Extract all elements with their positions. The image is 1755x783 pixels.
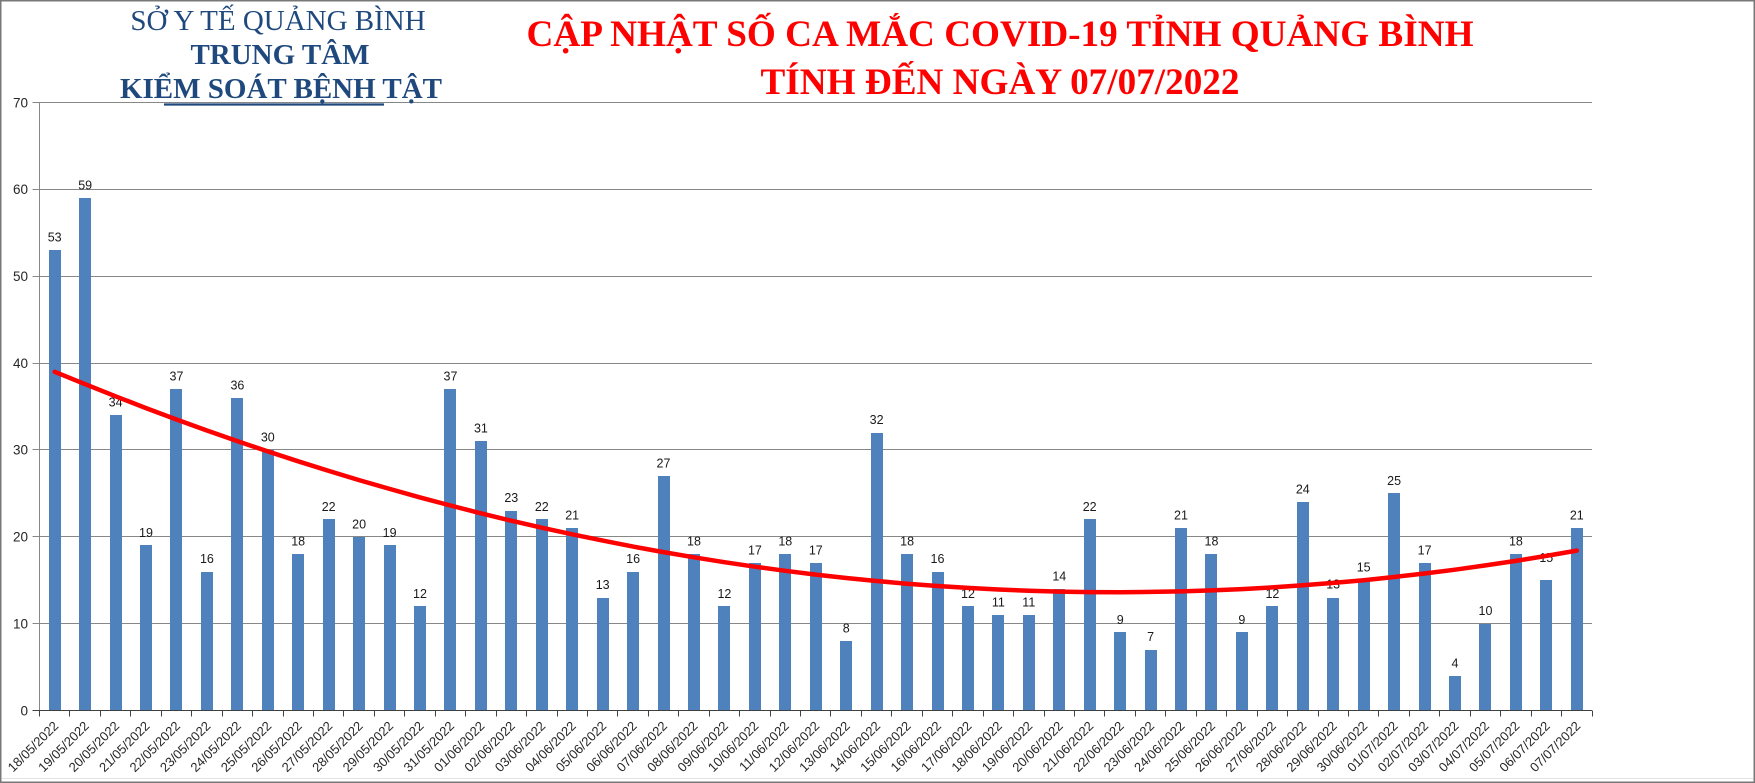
svg-text:16: 16 [931, 552, 945, 566]
svg-text:18: 18 [291, 535, 305, 549]
svg-text:8: 8 [843, 622, 850, 636]
svg-text:24: 24 [1296, 483, 1310, 497]
svg-text:4: 4 [1452, 656, 1459, 670]
svg-text:12: 12 [717, 587, 731, 601]
svg-text:18: 18 [778, 535, 792, 549]
svg-text:37: 37 [170, 370, 184, 384]
svg-text:53: 53 [48, 231, 62, 245]
svg-text:22: 22 [1083, 500, 1097, 514]
svg-text:16: 16 [200, 552, 214, 566]
svg-text:23: 23 [504, 491, 518, 505]
svg-text:60: 60 [13, 182, 28, 197]
svg-text:59: 59 [78, 179, 92, 193]
svg-text:50: 50 [13, 269, 28, 284]
svg-text:CẬP NHẬT SỐ CA MẮC COVID-19 TỈ: CẬP NHẬT SỐ CA MẮC COVID-19 TỈNH QUẢNG B… [527, 11, 1474, 55]
svg-text:30: 30 [13, 443, 28, 458]
svg-text:19: 19 [139, 526, 153, 540]
svg-text:20: 20 [13, 530, 28, 545]
svg-text:17: 17 [748, 543, 762, 557]
svg-text:TRUNG TÂM: TRUNG TÂM [190, 38, 369, 71]
svg-text:10: 10 [13, 616, 28, 631]
svg-text:30: 30 [261, 430, 275, 444]
svg-text:17: 17 [809, 543, 823, 557]
svg-text:11: 11 [992, 596, 1005, 610]
svg-text:22: 22 [322, 500, 336, 514]
svg-text:18: 18 [1205, 535, 1219, 549]
svg-text:9: 9 [1117, 613, 1124, 627]
svg-text:40: 40 [13, 356, 28, 371]
svg-text:18: 18 [687, 535, 701, 549]
svg-text:13: 13 [596, 578, 610, 592]
svg-text:31: 31 [474, 422, 488, 436]
svg-text:21: 21 [1174, 509, 1188, 523]
svg-text:27: 27 [657, 457, 671, 471]
svg-text:21: 21 [565, 509, 579, 523]
svg-text:21: 21 [1570, 509, 1584, 523]
svg-text:22: 22 [535, 500, 549, 514]
svg-text:37: 37 [444, 370, 458, 384]
svg-text:12: 12 [413, 587, 427, 601]
svg-text:9: 9 [1238, 613, 1245, 627]
svg-text:16: 16 [626, 552, 640, 566]
svg-text:7: 7 [1147, 630, 1154, 644]
svg-text:20: 20 [352, 517, 366, 531]
svg-text:11: 11 [1022, 596, 1035, 610]
svg-text:12: 12 [1265, 587, 1279, 601]
svg-text:70: 70 [13, 95, 28, 110]
svg-text:0: 0 [20, 703, 28, 718]
svg-text:25: 25 [1387, 474, 1401, 488]
svg-text:KIỂM SOÁT BỆNH TẬT: KIỂM SOÁT BỆNH TẬT [120, 72, 442, 105]
svg-text:18: 18 [900, 535, 914, 549]
svg-text:14: 14 [1052, 569, 1066, 583]
svg-text:17: 17 [1418, 543, 1432, 557]
svg-text:10: 10 [1479, 604, 1493, 618]
svg-text:15: 15 [1357, 561, 1371, 575]
svg-text:36: 36 [230, 378, 244, 392]
svg-text:19: 19 [383, 526, 397, 540]
svg-text:32: 32 [870, 413, 884, 427]
svg-text:SỞ Y TẾ QUẢNG BÌNH: SỞ Y TẾ QUẢNG BÌNH [130, 3, 425, 37]
svg-text:TÍNH ĐẾN NGÀY 07/07/2022: TÍNH ĐẾN NGÀY 07/07/2022 [761, 60, 1240, 103]
svg-text:18: 18 [1509, 535, 1523, 549]
